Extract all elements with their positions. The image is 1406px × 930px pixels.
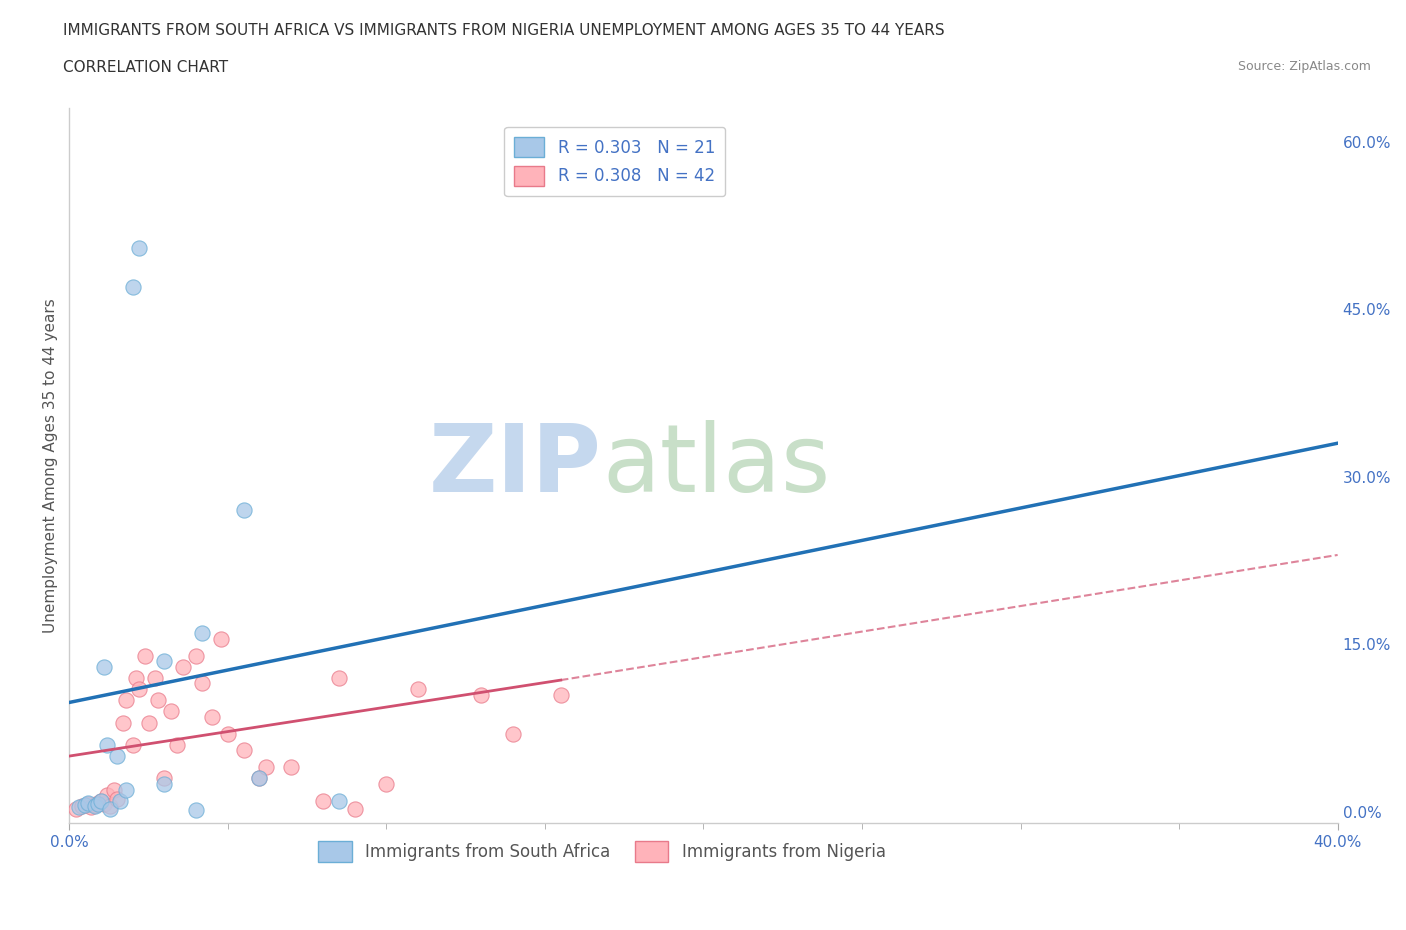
Point <box>191 626 214 641</box>
Point <box>146 693 169 708</box>
Point <box>112 715 135 730</box>
Point <box>70 799 93 814</box>
Point <box>65 801 87 816</box>
Point <box>201 710 224 724</box>
Point <box>191 676 214 691</box>
Point <box>83 798 105 813</box>
Point <box>312 793 335 808</box>
Point <box>232 503 254 518</box>
Point <box>90 793 112 808</box>
Point <box>105 791 128 806</box>
Point <box>100 801 122 816</box>
Y-axis label: Unemployment Among Ages 35 to 44 years: Unemployment Among Ages 35 to 44 years <box>44 299 58 633</box>
Point <box>328 793 350 808</box>
Point <box>96 737 118 752</box>
Legend: Immigrants from South Africa, Immigrants from Nigeria: Immigrants from South Africa, Immigrants… <box>312 835 893 869</box>
Text: IMMIGRANTS FROM SOUTH AFRICA VS IMMIGRANTS FROM NIGERIA UNEMPLOYMENT AMONG AGES : IMMIGRANTS FROM SOUTH AFRICA VS IMMIGRAN… <box>63 23 945 38</box>
Point <box>100 799 122 814</box>
Point <box>184 803 207 817</box>
Point <box>121 737 143 752</box>
Point <box>134 648 156 663</box>
Point <box>121 279 143 294</box>
Point <box>343 801 366 816</box>
Point <box>108 793 131 808</box>
Point <box>375 777 398 791</box>
Point <box>249 771 271 786</box>
Point <box>153 654 176 669</box>
Point <box>143 671 166 685</box>
Text: CORRELATION CHART: CORRELATION CHART <box>63 60 228 75</box>
Point <box>115 693 138 708</box>
Text: ZIP: ZIP <box>429 419 602 512</box>
Point <box>93 659 115 674</box>
Point <box>128 682 150 697</box>
Point <box>115 782 138 797</box>
Point <box>138 715 160 730</box>
Point <box>184 648 207 663</box>
Point <box>128 240 150 255</box>
Point <box>90 793 112 808</box>
Point <box>93 797 115 812</box>
Point <box>96 788 118 803</box>
Point <box>502 726 524 741</box>
Point <box>105 749 128 764</box>
Point <box>209 631 232 646</box>
Point <box>406 682 429 697</box>
Point <box>125 671 148 685</box>
Point <box>249 771 271 786</box>
Point <box>217 726 239 741</box>
Point <box>254 760 277 775</box>
Point <box>77 795 100 810</box>
Point <box>232 743 254 758</box>
Point <box>280 760 302 775</box>
Point <box>83 799 105 814</box>
Point <box>67 800 90 815</box>
Point <box>153 777 176 791</box>
Point <box>172 659 194 674</box>
Text: Source: ZipAtlas.com: Source: ZipAtlas.com <box>1237 60 1371 73</box>
Point <box>159 704 181 719</box>
Point <box>550 687 572 702</box>
Point <box>75 798 97 813</box>
Point <box>153 771 176 786</box>
Point <box>328 671 350 685</box>
Point <box>80 800 103 815</box>
Point <box>87 795 110 810</box>
Point <box>103 782 125 797</box>
Point <box>470 687 492 702</box>
Point <box>87 797 110 812</box>
Point <box>77 797 100 812</box>
Point <box>166 737 188 752</box>
Text: atlas: atlas <box>602 419 830 512</box>
